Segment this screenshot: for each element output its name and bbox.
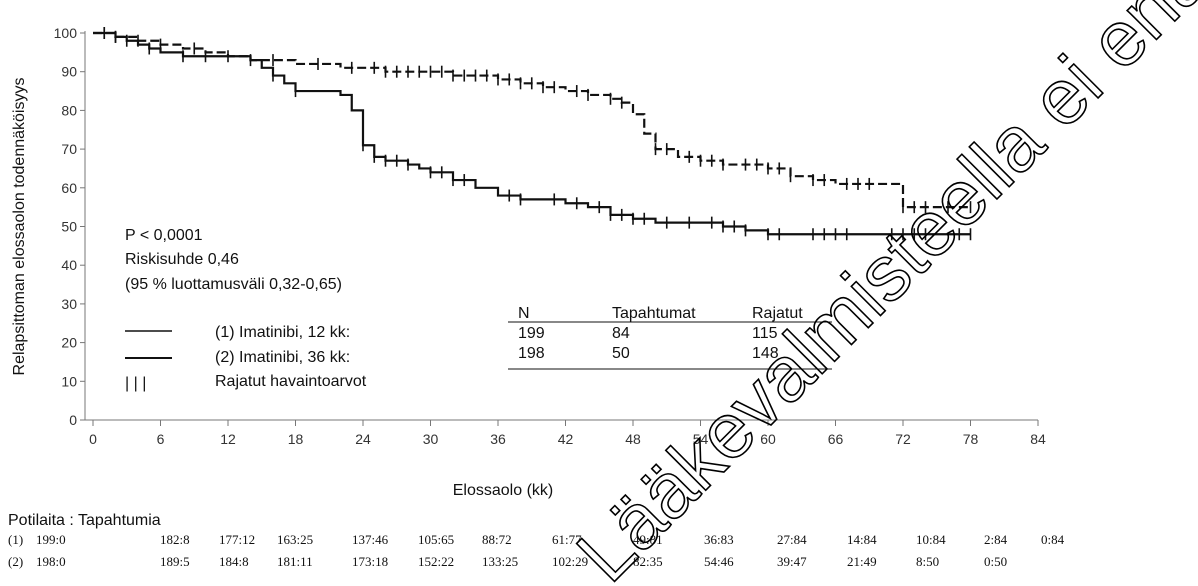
risk-cell: 177:12 <box>219 532 256 547</box>
summary-cell: 148 <box>752 345 779 362</box>
risk-row-1: (1) 199:0 182:8 177:12 163:25 137:46 105:65 88:… <box>8 530 1198 552</box>
summary-header: Tapahtumat <box>612 305 696 322</box>
x-axis-title: Elossaolo (kk) <box>453 482 553 499</box>
x-tick-label: 54 <box>693 431 709 447</box>
x-tick-label: 42 <box>558 431 574 447</box>
risk-cell: 36:83 <box>704 532 734 547</box>
y-tick-label: 90 <box>61 64 77 80</box>
summary-cell: 115 <box>752 325 778 342</box>
y-tick-label: 0 <box>69 412 77 428</box>
x-tick-label: 12 <box>220 431 236 447</box>
risk-cell: 14:84 <box>847 532 877 547</box>
risk-cell: 49:81 <box>633 532 663 547</box>
risk-cell: 82:35 <box>633 554 663 569</box>
risk-cell: 10:84 <box>916 532 946 547</box>
p-value: P < 0,0001 <box>125 227 203 244</box>
risk-cell: 102:29 <box>552 554 589 569</box>
y-tick-label: 10 <box>61 373 77 389</box>
y-tick-label: 40 <box>61 257 77 273</box>
risk-cell: 0:84 <box>1041 532 1065 547</box>
y-tick-label: 100 <box>54 25 78 41</box>
x-tick-label: 72 <box>895 431 911 447</box>
x-tick-label: 84 <box>1030 431 1046 447</box>
risk-cell: 152:22 <box>418 554 455 569</box>
risk-cell: 199:0 <box>36 532 66 547</box>
risk-cell: 2:84 <box>984 532 1008 547</box>
risk-cell: 133:25 <box>482 554 519 569</box>
survival-curves <box>93 27 972 241</box>
risk-cell: 163:25 <box>277 532 314 547</box>
risk-cell: 173:18 <box>352 554 389 569</box>
summary-cell: 50 <box>612 345 630 362</box>
x-tick-label: 60 <box>760 431 776 447</box>
legend-censor-symbol: | | | <box>125 375 146 392</box>
axes: 0 6 12 18 24 30 36 42 48 54 60 66 72 78 84 0 10 20 30 40 50 6… <box>11 25 1046 499</box>
risk-row-2: (2) 198:0 189:5 184:8 181:11 173:18 152:22 133:… <box>8 552 1198 574</box>
risk-cell: 184:8 <box>219 554 249 569</box>
risk-cell: 198:0 <box>36 554 66 569</box>
summary-cell: 198 <box>518 345 545 362</box>
x-tick-label: 6 <box>157 431 165 447</box>
risk-row-label: (2) <box>8 554 24 569</box>
series-2-line <box>93 31 971 209</box>
risk-cell: 54:46 <box>704 554 734 569</box>
y-tick-label: 70 <box>61 141 77 157</box>
summary-header: Rajatut <box>752 305 803 322</box>
risk-cell: 105:65 <box>418 532 455 547</box>
risk-cell: 181:11 <box>277 554 313 569</box>
y-tick-label: 20 <box>61 335 77 351</box>
risk-cell: 182:8 <box>160 532 190 547</box>
risk-table: Potilaita : Tapahtumia (1) 199:0 182:8 177:… <box>8 512 1198 574</box>
confidence-interval: (95 % luottamusväli 0,32-0,65) <box>125 276 342 293</box>
x-tick-label: 0 <box>89 431 97 447</box>
risk-cell: 21:49 <box>847 554 877 569</box>
summary-cell: 84 <box>612 325 630 342</box>
summary-cell: 199 <box>518 325 545 342</box>
y-tick-label: 30 <box>61 296 77 312</box>
risk-cell: 137:46 <box>352 532 389 547</box>
legend-censor-label: Rajatut havaintoarvot <box>215 373 367 390</box>
risk-cell: 189:5 <box>160 554 190 569</box>
x-tick-label: 18 <box>288 431 304 447</box>
x-tick-label: 66 <box>828 431 844 447</box>
risk-cell: 61:77 <box>552 532 582 547</box>
y-axis-title: Relapsittoman elossaolon todennäköisyys <box>11 78 28 376</box>
y-tick-label: 80 <box>61 102 77 118</box>
x-tick-label: 48 <box>625 431 641 447</box>
legend-label-2: (2) Imatinibi, 36 kk: <box>215 349 350 366</box>
risk-cell: 39:47 <box>777 554 807 569</box>
hazard-ratio: Riskisuhde 0,46 <box>125 251 239 268</box>
y-tick-label: 60 <box>61 180 77 196</box>
summary-header: N <box>518 305 530 322</box>
y-tick-label: 50 <box>61 219 77 235</box>
risk-cell: 88:72 <box>482 532 512 547</box>
x-tick-label: 36 <box>490 431 506 447</box>
risk-table-title: Potilaita : Tapahtumia <box>8 512 161 529</box>
x-tick-label: 78 <box>963 431 979 447</box>
legend-label-1: (1) Imatinibi, 12 kk: <box>215 324 350 341</box>
x-tick-label: 30 <box>423 431 439 447</box>
risk-cell: 27:84 <box>777 532 807 547</box>
risk-cell: 0:50 <box>984 554 1008 569</box>
risk-row-label: (1) <box>8 532 24 547</box>
series-1-line <box>93 31 971 236</box>
risk-cell: 8:50 <box>916 554 940 569</box>
x-tick-label: 24 <box>355 431 371 447</box>
